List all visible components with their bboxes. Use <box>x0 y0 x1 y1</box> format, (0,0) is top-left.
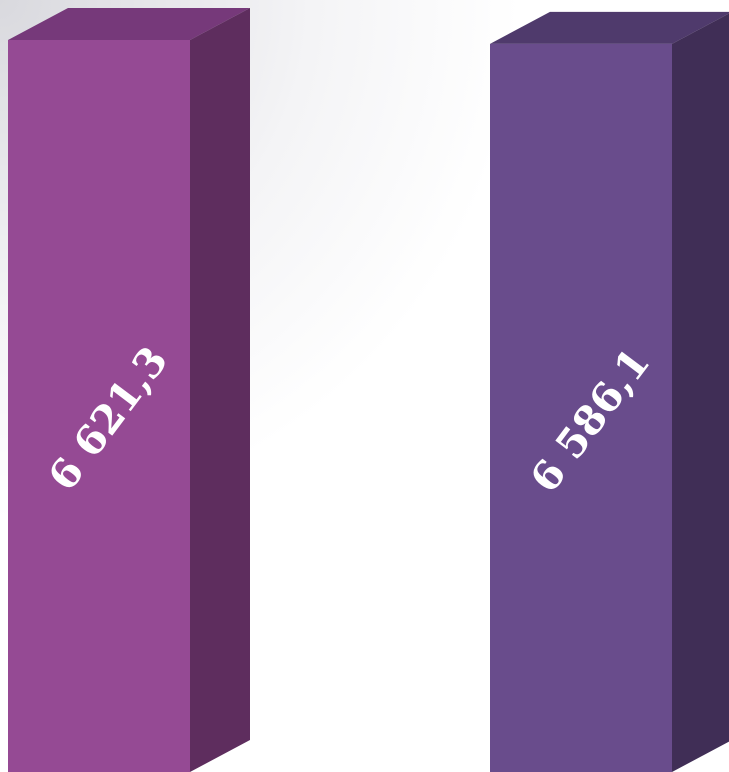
bar-2-side-face <box>672 13 729 772</box>
bar-2: 6 586,1 <box>490 11 729 772</box>
bar-1-top-face <box>8 8 250 40</box>
bar-2-front-face <box>490 43 672 772</box>
bar-1-side-face <box>190 8 250 772</box>
bar-1-front-face <box>8 40 190 772</box>
bar-1: 6 621,3 <box>8 8 250 772</box>
bar-2-top-face <box>490 11 729 44</box>
